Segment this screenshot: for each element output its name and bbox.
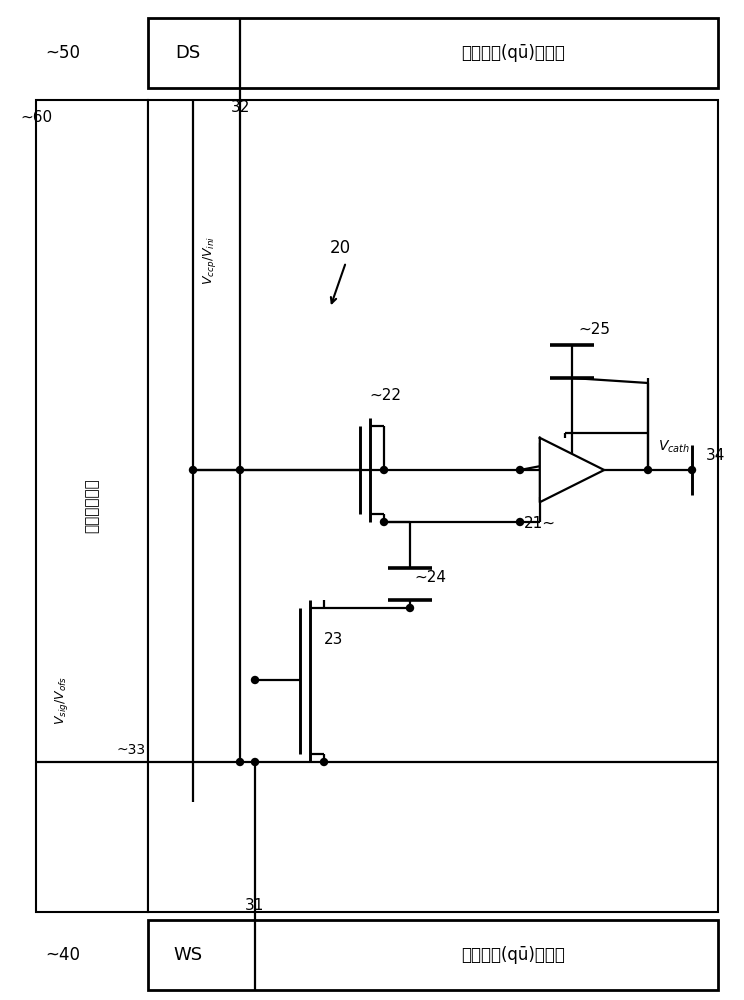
Text: 32: 32 (231, 101, 250, 115)
Text: 20: 20 (330, 239, 350, 257)
Circle shape (190, 466, 196, 474)
Bar (36, 100, 148, 912)
Text: $V_{ccp}/V_{ini}$: $V_{ccp}/V_{ini}$ (200, 235, 217, 285)
Circle shape (237, 758, 243, 766)
Circle shape (688, 466, 696, 474)
Bar (148, 920, 718, 990)
Text: ~22: ~22 (369, 387, 401, 402)
Text: $V_{cath}$: $V_{cath}$ (658, 439, 690, 455)
Text: 21~: 21~ (524, 516, 556, 532)
Circle shape (251, 676, 258, 684)
Text: 23: 23 (324, 633, 344, 648)
Text: 掃描線驅(qū)動單元: 掃描線驅(qū)動單元 (461, 44, 565, 62)
Text: ~24: ~24 (414, 570, 446, 585)
Bar (148, 100, 718, 912)
Text: WS: WS (173, 946, 202, 964)
Text: ~50: ~50 (45, 44, 80, 62)
Circle shape (516, 518, 524, 526)
Circle shape (380, 466, 388, 474)
Circle shape (516, 466, 524, 474)
Text: ~40: ~40 (45, 946, 80, 964)
Circle shape (251, 758, 258, 766)
Text: $V_{sig}/V_{ofs}$: $V_{sig}/V_{ofs}$ (54, 675, 71, 725)
Text: DS: DS (176, 44, 201, 62)
Circle shape (644, 466, 652, 474)
Text: 31: 31 (246, 898, 265, 912)
Text: ~25: ~25 (578, 322, 610, 338)
Circle shape (237, 466, 243, 474)
Circle shape (406, 604, 414, 611)
Bar (148, 18, 718, 88)
Text: ~33: ~33 (117, 743, 146, 757)
Text: 寫入線驅(qū)動單元: 寫入線驅(qū)動單元 (461, 946, 565, 964)
Text: 34: 34 (706, 448, 725, 462)
Polygon shape (540, 438, 604, 502)
Circle shape (380, 518, 388, 526)
Circle shape (321, 758, 327, 766)
Text: 信號輸出單元: 信號輸出單元 (85, 479, 100, 533)
Text: ~60: ~60 (20, 110, 52, 125)
